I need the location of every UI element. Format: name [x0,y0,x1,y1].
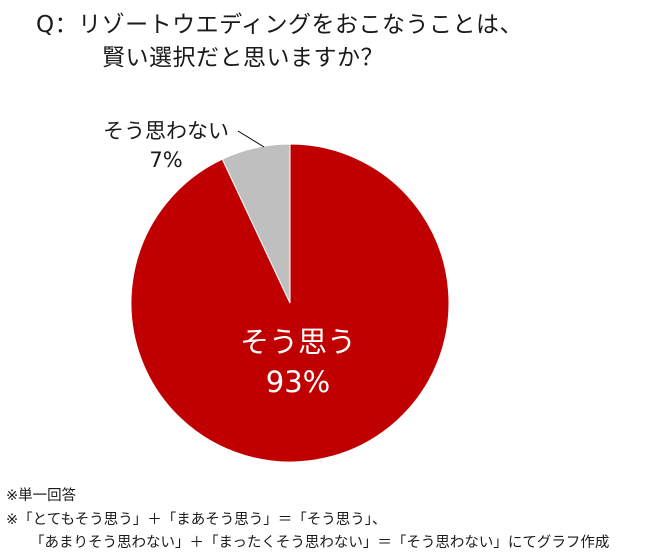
pie-slice-disagree [221,143,291,304]
slice-value-disagree: 7% [149,148,182,172]
note-single-answer: ※単一回答 [6,488,77,504]
pie-slices [130,143,450,463]
question-line-2: 賢い選択だと思いますか？ [102,45,384,71]
slice-label-disagree: そう思わない [103,119,229,143]
question-line-1: Q：リゾートウエディングをおこなうことは、 [36,12,523,38]
leader-line [237,130,265,148]
slice-value-agree: 93% [266,365,330,399]
note-definition-disagree: 「あまりそう思わない」＋「まったくそう思わない」＝「そう思わない」にてグラフ作成 [30,535,610,551]
slice-label-agree: そう思う [240,325,356,359]
note-definition-agree: ※「とてもそう思う」＋「まあそう思う」＝「そう思う」、 [6,512,387,528]
